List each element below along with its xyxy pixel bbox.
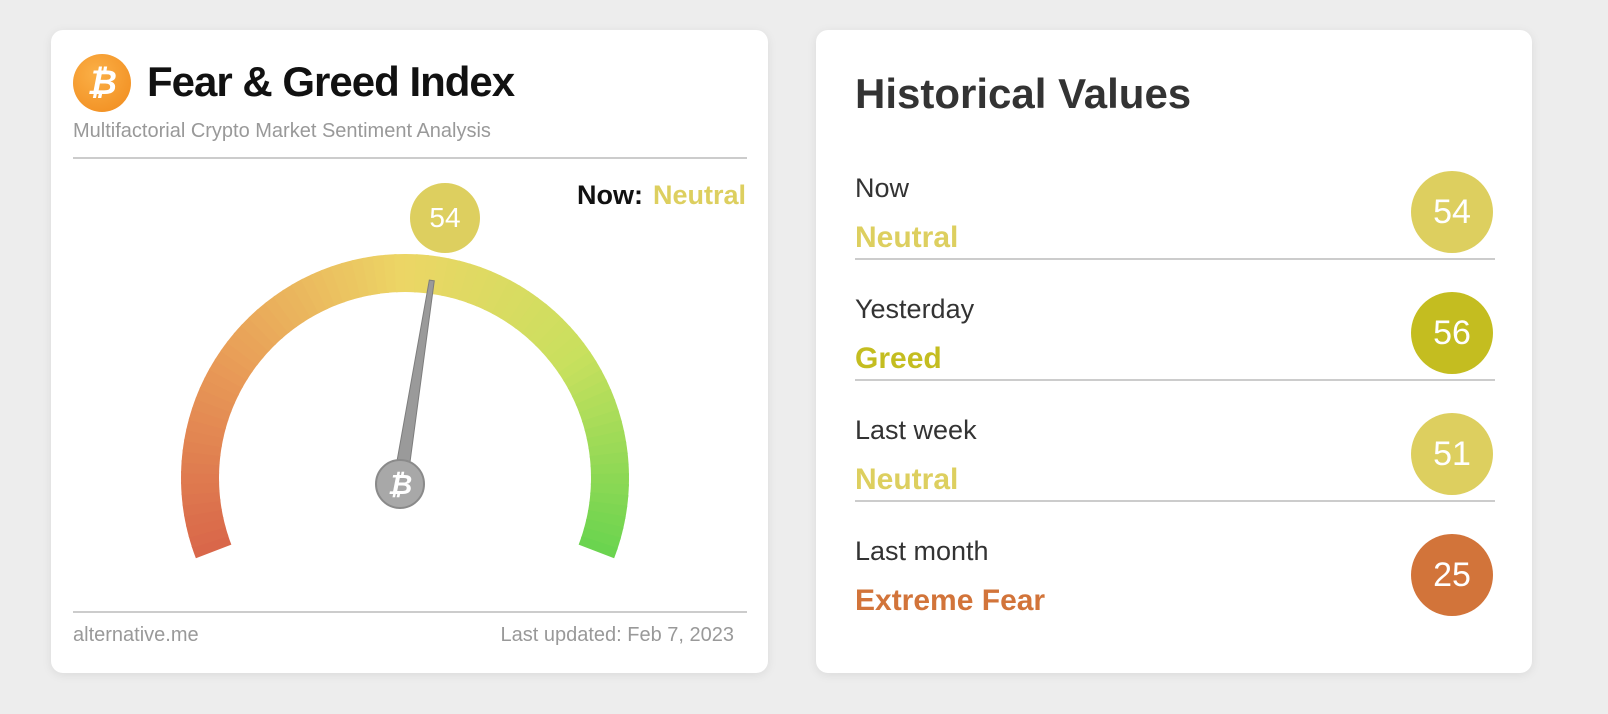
gauge-arc-segment <box>578 536 618 559</box>
fear-greed-index-card: ₿ Fear & Greed Index Multifactorial Cryp… <box>51 30 768 673</box>
period-label: Now <box>855 173 910 203</box>
footer-divider <box>73 611 747 613</box>
history-row: Now Neutral 54 <box>855 171 1495 294</box>
row-divider <box>855 258 1495 260</box>
divider <box>73 157 747 159</box>
historical-title: Historical Values <box>855 70 1192 117</box>
bitcoin-icon: ₿ <box>388 468 413 501</box>
value-badge: 54 <box>410 183 480 253</box>
history-row: Yesterday Greed 56 <box>855 292 1495 415</box>
gauge: ₿ <box>181 254 629 559</box>
gauge-needle <box>392 279 435 486</box>
source-link[interactable]: alternative.me <box>73 624 199 646</box>
value-circle: 54 <box>1411 171 1493 253</box>
row-divider <box>855 500 1495 502</box>
row-divider <box>855 379 1495 381</box>
value-circle: 56 <box>1411 292 1493 374</box>
last-updated: Last updated: Feb 7, 2023 <box>500 624 734 646</box>
now-status: Now: Neutral <box>577 180 746 211</box>
sentiment-label: Neutral <box>855 221 959 254</box>
now-value: Neutral <box>652 180 746 210</box>
sentiment-label: Neutral <box>855 463 959 496</box>
bitcoin-icon: ₿ <box>73 54 131 112</box>
sentiment-label: Extreme Fear <box>855 584 1046 617</box>
value-circle: 51 <box>1411 413 1493 495</box>
historical-values-card: Historical Values Now Neutral 54 Yesterd… <box>816 30 1532 673</box>
needle-hub <box>375 459 425 509</box>
subtitle: Multifactorial Crypto Market Sentiment A… <box>73 120 491 142</box>
history-row: Last week Neutral 51 <box>855 413 1495 536</box>
page-title: Fear & Greed Index <box>147 58 515 105</box>
period-label: Last month <box>855 536 989 566</box>
value-circle: 25 <box>1411 534 1493 616</box>
history-row: Last month Extreme Fear 25 <box>855 534 1495 657</box>
period-label: Yesterday <box>855 294 975 324</box>
now-label: Now: <box>576 180 643 210</box>
sentiment-label: Greed <box>855 342 942 375</box>
period-label: Last week <box>855 415 977 445</box>
